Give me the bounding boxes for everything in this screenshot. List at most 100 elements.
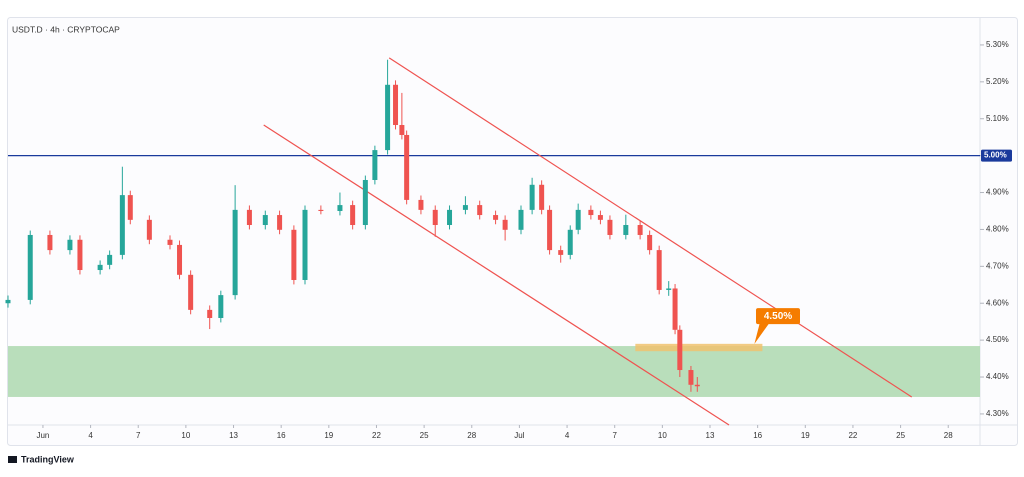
candle-body bbox=[232, 209, 238, 296]
candle-body bbox=[607, 219, 613, 235]
candle-body bbox=[146, 219, 152, 240]
x-tick-label: 13 bbox=[706, 431, 715, 440]
candle-body bbox=[567, 229, 573, 255]
candle-body bbox=[677, 329, 683, 371]
x-tick-label: 28 bbox=[944, 431, 953, 440]
x-tick-label: 7 bbox=[612, 431, 617, 440]
candle-body bbox=[529, 184, 535, 210]
candle-body bbox=[350, 205, 356, 226]
y-tick-label: 4.80% bbox=[986, 225, 1009, 234]
candle-body bbox=[127, 195, 133, 220]
y-tick-label: 5.20% bbox=[986, 77, 1009, 86]
candle-body bbox=[547, 209, 553, 251]
x-tick-label: 7 bbox=[136, 431, 141, 440]
candle-body bbox=[318, 209, 324, 211]
candle-body bbox=[291, 229, 297, 280]
chart-frame bbox=[7, 17, 1018, 446]
y-tick-label: 5.10% bbox=[986, 114, 1009, 123]
x-tick-label: 19 bbox=[801, 431, 810, 440]
candle-body bbox=[588, 209, 594, 216]
x-tick-label: 22 bbox=[848, 431, 857, 440]
logo-icon bbox=[8, 456, 17, 463]
candle-body bbox=[404, 134, 410, 200]
candle-body bbox=[672, 288, 678, 330]
level-band bbox=[635, 343, 763, 352]
trendline bbox=[388, 57, 913, 398]
x-tick-label: 28 bbox=[467, 431, 476, 440]
y-tick-label: 4.40% bbox=[986, 372, 1009, 381]
candle-body bbox=[207, 309, 213, 318]
candle-body bbox=[647, 234, 653, 251]
candle-body bbox=[694, 384, 700, 387]
support-zone bbox=[8, 346, 980, 397]
candle-body bbox=[218, 295, 224, 318]
candle-body bbox=[362, 179, 368, 226]
y-tick-label: 4.90% bbox=[986, 188, 1009, 197]
candle-body bbox=[77, 239, 83, 271]
candle-body bbox=[575, 209, 581, 230]
y-tick-label: 5.30% bbox=[986, 40, 1009, 49]
chart-title: USDT.D · 4h · CRYPTOCAP bbox=[12, 24, 120, 34]
callout-pointer bbox=[754, 322, 770, 344]
callout bbox=[756, 308, 800, 325]
candle-body bbox=[597, 215, 603, 220]
callout-label: 4.50% bbox=[764, 311, 792, 322]
x-tick-label: 4 bbox=[565, 431, 570, 440]
x-tick-label: 16 bbox=[753, 431, 762, 440]
candle-body bbox=[493, 215, 499, 220]
candle-body bbox=[246, 209, 252, 226]
y-tick-label: 4.50% bbox=[986, 335, 1009, 344]
candle-body bbox=[656, 250, 662, 290]
x-tick-label: 25 bbox=[420, 431, 429, 440]
candle-body bbox=[47, 234, 53, 251]
candle-body bbox=[262, 215, 268, 226]
x-tick-label: 22 bbox=[372, 431, 381, 440]
candle-body bbox=[385, 84, 391, 151]
price-tag bbox=[981, 149, 1012, 162]
x-tick-label: 4 bbox=[88, 431, 93, 440]
candle-body bbox=[418, 199, 424, 210]
candle-body bbox=[637, 225, 643, 235]
candle-body bbox=[399, 125, 405, 135]
candle-body bbox=[107, 254, 113, 265]
x-tick-label: Jul bbox=[514, 431, 524, 440]
logo: ⁠ TradingView bbox=[8, 454, 75, 464]
brand: TradingView bbox=[21, 454, 75, 464]
trendline bbox=[263, 124, 730, 426]
candle-body bbox=[447, 209, 453, 226]
candle-body bbox=[188, 274, 194, 310]
candle-body bbox=[393, 84, 399, 126]
plot bbox=[5, 57, 980, 426]
candle-body bbox=[277, 215, 283, 230]
x-tick-label: 19 bbox=[324, 431, 333, 440]
candle-body bbox=[27, 234, 33, 300]
x-tick-label: 25 bbox=[896, 431, 905, 440]
x-tick-label: 10 bbox=[658, 431, 667, 440]
price-tag-label: 5.00% bbox=[984, 151, 1007, 160]
y-tick-label: 4.30% bbox=[986, 409, 1009, 418]
candle-body bbox=[167, 239, 173, 245]
x-tick-label: 13 bbox=[229, 431, 238, 440]
candle-body bbox=[119, 195, 125, 255]
candle-body bbox=[518, 209, 524, 230]
candle-body bbox=[337, 205, 343, 211]
y-tick-label: 4.70% bbox=[986, 261, 1009, 270]
candle-body bbox=[666, 288, 672, 290]
candle-body bbox=[558, 250, 564, 255]
candle-body bbox=[302, 209, 308, 280]
candle-body bbox=[462, 205, 468, 210]
candle-body bbox=[688, 370, 694, 385]
candle-body bbox=[623, 225, 629, 235]
candle-body bbox=[477, 205, 483, 216]
candle-body bbox=[67, 239, 73, 251]
candle-body bbox=[539, 184, 545, 210]
candle-body bbox=[177, 244, 183, 275]
y-tick-label: 4.60% bbox=[986, 298, 1009, 307]
candle-body bbox=[372, 150, 378, 180]
candle-body bbox=[97, 264, 103, 271]
candle-body bbox=[502, 219, 508, 230]
x-tick-label: 10 bbox=[181, 431, 190, 440]
candle-body bbox=[432, 209, 438, 226]
candle-body bbox=[5, 299, 11, 304]
x-tick-label: Jun bbox=[36, 431, 49, 440]
